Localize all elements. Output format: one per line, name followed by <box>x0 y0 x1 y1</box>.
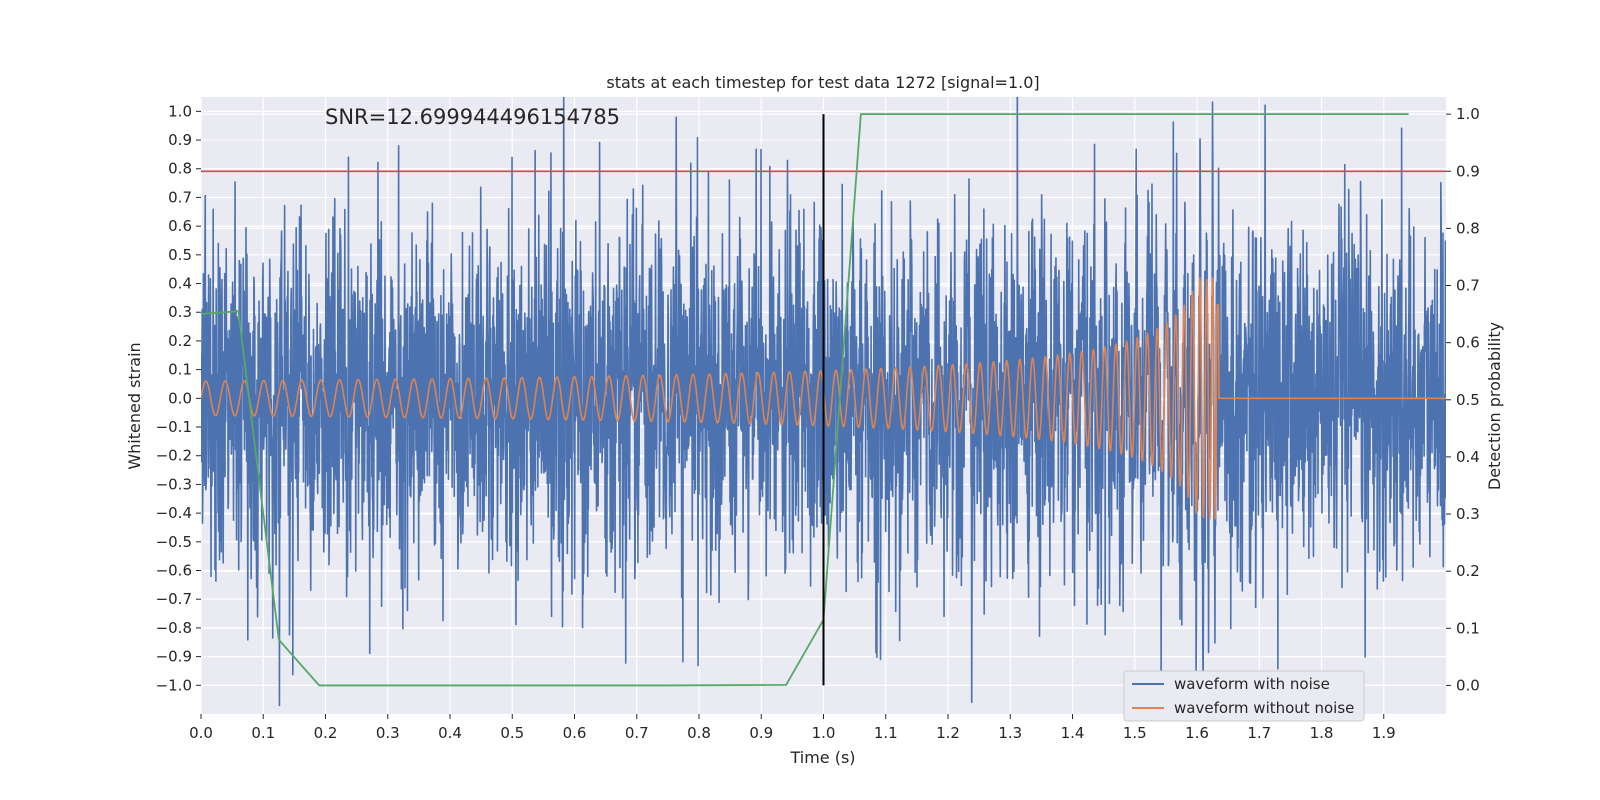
left-y-tick-label: 0.5 <box>168 246 192 264</box>
left-y-tick-label: −0.3 <box>156 475 192 493</box>
x-tick-label: 1.3 <box>998 724 1022 742</box>
right-y-tick-label: 0.7 <box>1456 277 1480 295</box>
right-y-tick-label: 0.6 <box>1456 334 1480 352</box>
left-y-tick-label: −0.2 <box>156 447 192 465</box>
left-y-tick-label: −1.0 <box>156 676 192 694</box>
legend: waveform with noise waveform without noi… <box>1123 670 1365 722</box>
right-y-tick-label: 0.0 <box>1456 676 1480 694</box>
right-y-tick-label: 0.5 <box>1456 391 1480 409</box>
x-tick-label: 1.9 <box>1372 724 1396 742</box>
right-y-axis-label: Detection probability <box>1485 322 1504 490</box>
x-tick-label: 1.8 <box>1310 724 1334 742</box>
x-axis-label: Time (s) <box>789 748 855 767</box>
left-y-tick-label: −0.6 <box>156 562 192 580</box>
left-y-tick-label: 0.1 <box>168 361 192 379</box>
x-tick-label: 0.0 <box>189 724 213 742</box>
x-tick-label: 1.4 <box>1061 724 1085 742</box>
x-tick-label: 1.2 <box>936 724 960 742</box>
right-y-tick-label: 0.4 <box>1456 448 1480 466</box>
x-tick-label: 0.7 <box>625 724 649 742</box>
left-y-tick-label: −0.8 <box>156 619 192 637</box>
left-y-tick-label: −0.1 <box>156 418 192 436</box>
left-y-tick-label: 1.0 <box>168 102 192 120</box>
right-y-tick-label: 0.3 <box>1456 505 1480 523</box>
snr-annotation: SNR=12.699944496154785 <box>325 105 620 129</box>
chart-title: stats at each timestep for test data 127… <box>606 73 1039 92</box>
legend-label-clean: waveform without noise <box>1174 699 1354 717</box>
right-y-tick-label: 0.9 <box>1456 162 1480 180</box>
left-y-axis-ticks: −1.0 −0.9 −0.8 −0.7 −0.6 −0.5 −0.4 −0.3 −0.2 −0.1… <box>156 102 201 694</box>
right-y-tick-label: 0.8 <box>1456 219 1480 237</box>
x-tick-label: 0.3 <box>376 724 400 742</box>
x-tick-label: 1.7 <box>1247 724 1271 742</box>
left-y-tick-label: −0.7 <box>156 590 192 608</box>
right-y-tick-label: 0.2 <box>1456 562 1480 580</box>
x-tick-label: 1.5 <box>1123 724 1147 742</box>
x-tick-label: 0.6 <box>563 724 587 742</box>
left-y-tick-label: −0.5 <box>156 533 192 551</box>
right-y-tick-label: 1.0 <box>1456 105 1480 123</box>
left-y-axis-label: Whitened strain <box>125 342 144 469</box>
x-tick-label: 1.0 <box>812 724 836 742</box>
x-tick-label: 0.5 <box>500 724 524 742</box>
legend-label-noisy: waveform with noise <box>1174 675 1330 693</box>
left-y-tick-label: −0.9 <box>156 648 192 666</box>
left-y-tick-label: 0.9 <box>168 131 192 149</box>
x-axis-ticks: 0.0 0.1 0.2 0.3 0.4 0.5 0.6 0.7 0.8 0.9 1.0 1.1 1.2 1… <box>189 714 1396 742</box>
right-y-axis-ticks: 0.0 0.1 0.2 0.3 0.4 0.5 0.6 0.7 0.8 0.9 1.0 <box>1446 105 1480 694</box>
x-tick-label: 0.1 <box>251 724 275 742</box>
x-tick-label: 1.1 <box>874 724 898 742</box>
right-y-tick-label: 0.1 <box>1456 619 1480 637</box>
x-tick-label: 0.9 <box>749 724 773 742</box>
left-y-tick-label: 0.3 <box>168 303 192 321</box>
left-y-tick-label: 0.2 <box>168 332 192 350</box>
x-tick-label: 0.2 <box>314 724 338 742</box>
left-y-tick-label: 0.4 <box>168 275 192 293</box>
left-y-tick-label: 0.8 <box>168 160 192 178</box>
left-y-tick-label: 0.6 <box>168 217 192 235</box>
x-tick-label: 0.8 <box>687 724 711 742</box>
left-y-tick-label: 0.7 <box>168 188 192 206</box>
x-tick-label: 1.6 <box>1185 724 1209 742</box>
left-y-tick-label: 0.0 <box>168 389 192 407</box>
detection-probability-line <box>201 113 1409 687</box>
legend-box <box>1123 670 1365 722</box>
left-y-tick-label: −0.4 <box>156 504 192 522</box>
x-tick-label: 0.4 <box>438 724 462 742</box>
